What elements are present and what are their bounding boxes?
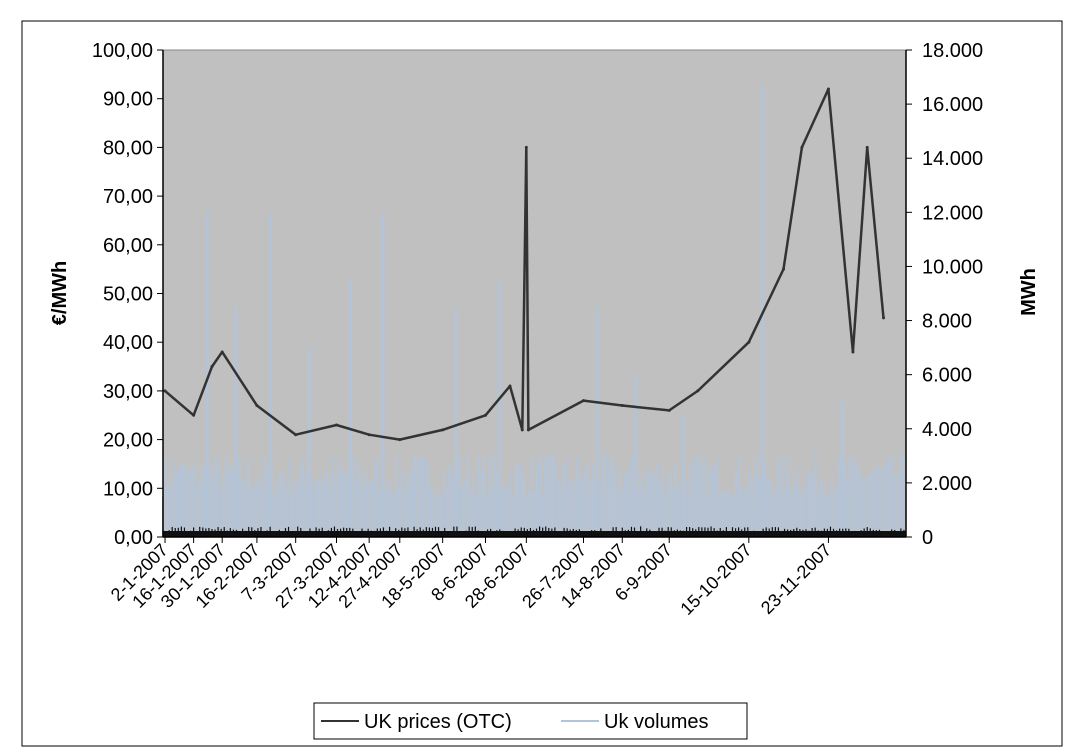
- price-point: [526, 428, 530, 432]
- chart-frame: [21, 20, 1063, 747]
- right-axis-ticks: 0 2.000 4.000 6.000 8.000 10.000 12.000 14.000 1…: [906, 40, 983, 549]
- y-tick-label: 10,00: [103, 478, 153, 500]
- y-tick-label: 40,00: [103, 332, 153, 354]
- price-point: [255, 404, 259, 408]
- legend-box: [313, 702, 748, 740]
- price-point: [508, 384, 512, 388]
- legend-label-volumes: Uk volumes: [604, 711, 708, 733]
- price-point: [747, 340, 751, 344]
- price-point: [620, 404, 624, 408]
- y2-tick-label: 6.000: [922, 365, 972, 387]
- baseline-strip: [163, 531, 906, 537]
- y-tick-label: 20,00: [103, 430, 153, 452]
- price-point: [865, 145, 869, 149]
- baseline-band: [162, 526, 906, 537]
- y2-tick-label: 0: [922, 527, 933, 549]
- price-point: [367, 433, 371, 437]
- y2-tick-label: 12.000: [922, 202, 983, 224]
- price-point: [882, 316, 886, 320]
- price-point: [581, 399, 585, 403]
- price-point: [294, 433, 298, 437]
- y2-tick-label: 18.000: [922, 40, 983, 62]
- price-point: [210, 365, 214, 369]
- price-point: [851, 350, 855, 354]
- legend: UK prices (OTC) Uk volumes: [313, 702, 748, 740]
- price-point: [398, 438, 402, 442]
- y-tick-label: 50,00: [103, 284, 153, 306]
- price-point: [220, 350, 224, 354]
- y2-tick-label: 16.000: [922, 94, 983, 116]
- price-line: [164, 87, 885, 441]
- y2-tick-label: 4.000: [922, 419, 972, 441]
- y-tick-label: 60,00: [103, 235, 153, 257]
- y2-axis-title: MWh: [1018, 268, 1040, 316]
- price-point: [192, 413, 196, 417]
- y2-tick-label: 8.000: [922, 311, 972, 333]
- price-point: [782, 267, 786, 271]
- price-point: [484, 413, 488, 417]
- price-point: [163, 389, 167, 393]
- left-axis-ticks: 0,00 10,00 20,00 30,00 40,00 50,00 60,00 70,00 8…: [92, 40, 163, 549]
- y2-tick-label: 2.000: [922, 473, 972, 495]
- price-point: [520, 428, 524, 432]
- legend-label-prices: UK prices (OTC): [364, 711, 512, 733]
- y-tick-label: 30,00: [103, 381, 153, 403]
- price-point: [826, 87, 830, 91]
- y-axis-title: €/MWh: [49, 261, 71, 325]
- y-tick-label: 70,00: [103, 186, 153, 208]
- y-tick-label: 90,00: [103, 89, 153, 111]
- price-point: [800, 145, 804, 149]
- y-tick-label: 0,00: [114, 527, 153, 549]
- y2-tick-label: 14.000: [922, 148, 983, 170]
- price-point: [667, 408, 671, 412]
- y-tick-label: 100,00: [92, 40, 153, 62]
- price-point: [524, 145, 528, 149]
- price-point: [696, 389, 700, 393]
- price-point: [441, 428, 445, 432]
- price-point: [335, 423, 339, 427]
- plot-area: [162, 49, 907, 538]
- volume-series: [162, 85, 905, 537]
- price-series: [163, 87, 886, 442]
- y2-tick-label: 10.000: [922, 256, 983, 278]
- y-tick-label: 80,00: [103, 137, 153, 159]
